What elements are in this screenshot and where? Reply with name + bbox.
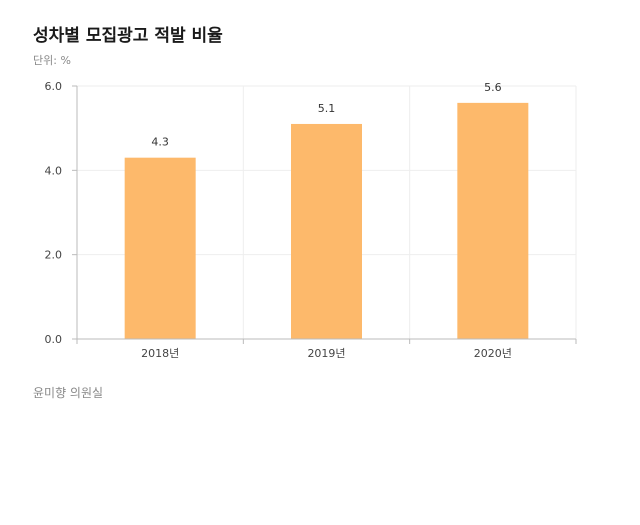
unit-label: 단위: % — [33, 54, 71, 67]
bar — [457, 102, 529, 339]
bar — [291, 123, 362, 339]
x-tick-label: 2020년 — [474, 347, 512, 360]
axes — [72, 85, 577, 344]
x-tick-label: 2018년 — [141, 347, 179, 360]
data-label: 5.6 — [484, 81, 502, 94]
y-tick-label: 4.0 — [45, 164, 63, 177]
bar-chart: 0.0 2.0 4.0 6.0 4.3 2018년 5.1 2019년 5.6 2020년 — [45, 80, 577, 360]
source-label: 윤미향 의원실 — [33, 386, 104, 400]
y-tick-label: 6.0 — [45, 80, 63, 93]
bar — [124, 157, 196, 339]
bars — [124, 102, 529, 339]
data-label: 5.1 — [318, 102, 336, 115]
chart-title: 성차별 모집광고 적발 비율 — [33, 26, 223, 46]
y-tick-label: 0.0 — [45, 333, 63, 346]
data-label: 4.3 — [151, 136, 169, 149]
y-tick-label: 2.0 — [45, 249, 63, 262]
x-tick-label: 2019년 — [307, 347, 345, 360]
labels: 0.0 2.0 4.0 6.0 4.3 2018년 5.1 2019년 5.6 2020년 — [45, 80, 512, 360]
